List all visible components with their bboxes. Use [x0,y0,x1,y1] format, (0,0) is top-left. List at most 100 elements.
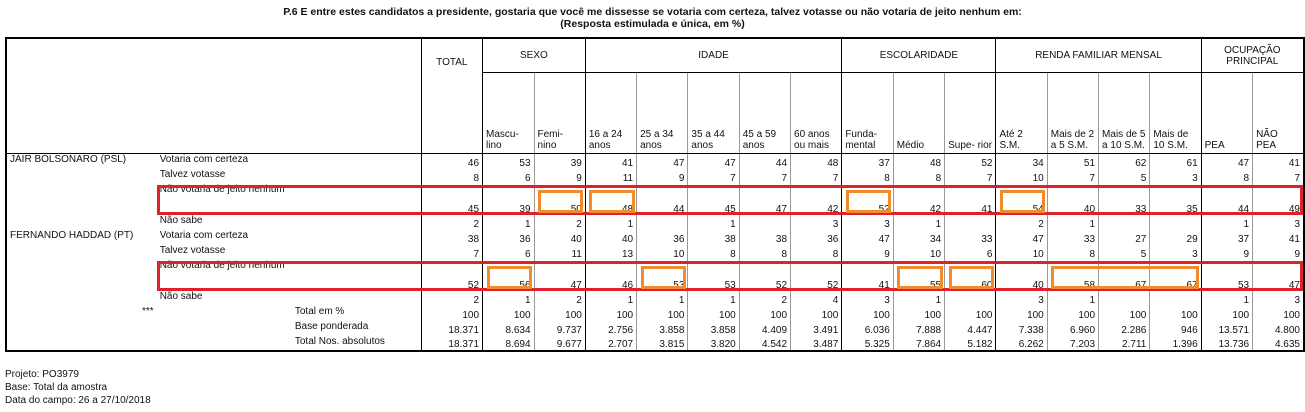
cell: 41 [944,183,996,215]
cell: 29 [1149,229,1202,245]
cell: 100 [584,305,637,321]
cell: 100 [636,305,688,321]
cell: 2.286 [1098,320,1150,336]
cell: 27 [1098,229,1150,245]
cell: 52 [420,259,483,291]
cell: 100 [1046,305,1099,321]
cell: 100 [892,305,945,321]
cell: 10 [995,244,1048,260]
cell: 60 [944,259,996,291]
total-row: Total Nos. absolutos 18.371 8.694 9.677 2.70… [6,335,1304,351]
cell: 2.711 [1098,335,1150,351]
cell: 100 [944,305,996,321]
cell: 8 [738,244,791,260]
cell: 9 [1252,244,1304,260]
cell: 47 [995,229,1048,245]
row-label: Total em % [294,305,345,317]
row-label: Votaria com certeza [159,229,249,241]
cell: 100 [1149,305,1202,321]
column-header: Até 2 S.M. [995,72,1048,154]
row-label: Não votaria de jeito nenhum [159,183,285,195]
cell: 3.815 [636,335,688,351]
data-row: Não votaria de jeito nenhum 45 39 50 48 44 45 4… [6,183,1304,215]
cell: 5.182 [944,335,996,351]
cell: 1.396 [1149,335,1202,351]
cell: 3.858 [687,320,740,336]
marker: *** [142,305,154,317]
cell [1098,214,1150,230]
cell: 40 [533,229,586,245]
cell: 9 [841,244,894,260]
cell: 45 [687,183,740,215]
title: P.6 E entre estes candidatos a president… [283,6,1022,18]
cell [636,214,688,230]
cell: 58 [1046,259,1099,291]
cell: 100 [1200,305,1253,321]
cell: 41 [584,153,637,169]
cell: 2.756 [584,320,637,336]
cell: 53 [482,153,535,169]
cell: 100 [533,305,586,321]
blank [6,336,157,351]
cell: 13.736 [1200,335,1253,351]
cell: 6.262 [995,335,1048,351]
cell: 1 [892,290,945,306]
cell: 37 [1200,229,1253,245]
cell: 10 [892,244,945,260]
cell: 36 [482,229,535,245]
subheader-row: Mascu-lino Femi-nino 16 a 24 anos 25 a 34 a… [6,72,1304,154]
column-header: 35 a 44 anos [687,72,740,154]
cell: 10 [636,244,688,260]
cell: 51 [1046,153,1099,169]
cell: 1 [482,214,535,230]
cell: 34 [892,229,945,245]
data-row: Não votaria de jeito nenhum 52 56 47 46 53 53 5… [6,259,1304,291]
cell: 44 [1200,183,1253,215]
cell: 44 [636,183,688,215]
cell: 100 [1098,305,1150,321]
cell: 2 [420,290,483,306]
header-row: TOTAL SEXO IDADE ESCOLARIDADE RENDA FAMILIAR… [6,38,1304,154]
cell: 18.371 [420,320,483,336]
cell: 1 [584,290,637,306]
cell: 9.737 [533,320,586,336]
cell: 1 [687,290,740,306]
group-header: OCUPAÇÃO PRINCIPAL [1200,38,1304,73]
cell: 6.036 [841,320,894,336]
cell: 2 [420,214,483,230]
cell: 100 [420,305,483,321]
column-header: 16 a 24 anos [584,72,637,154]
cell: 49 [1252,183,1304,215]
cell: 13 [584,244,637,260]
cell: 48 [790,153,842,169]
cell: 3.491 [790,320,842,336]
cell: 38 [420,229,483,245]
footer: Projeto: PO3979 Base: Total da amostra Dat… [5,368,151,407]
cell: 42 [892,183,945,215]
cell: 53 [636,259,688,291]
cell: 4.542 [738,335,791,351]
row-label: Não votaria de jeito nenhum [159,259,285,271]
row-label: Não sabe [159,214,203,226]
cell: 3 [790,214,842,230]
column-header: 45 a 59 anos [738,72,791,154]
cell: 6 [482,244,535,260]
cell: 9.677 [533,335,586,351]
cell: 13.571 [1200,320,1253,336]
cell: 39 [482,183,535,215]
candidate: FERNANDO HADDAD (PT) [10,229,134,241]
group-header: RENDA FAMILIAR MENSAL [995,38,1202,73]
cell [944,214,996,230]
cell: 3.858 [636,320,688,336]
cell: 47 [738,183,791,215]
blank [6,321,157,336]
column-header: Funda-mental [841,72,894,154]
cell: 11 [533,244,586,260]
cell: 3 [995,290,1048,306]
cell: 3 [1252,214,1304,230]
cell: 3 [841,290,894,306]
cell: 1 [1046,214,1099,230]
total-row: Base ponderada 18.371 8.634 9.737 2.756 3.858… [6,320,1304,336]
cell: 48 [892,153,945,169]
